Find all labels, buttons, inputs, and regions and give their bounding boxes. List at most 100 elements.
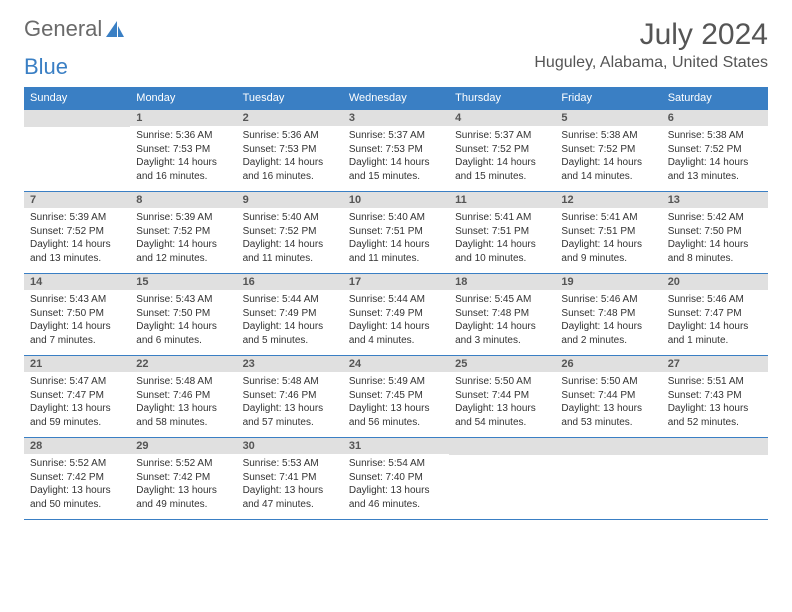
calendar-day-cell: 5Sunrise: 5:38 AMSunset: 7:52 PMDaylight… [555, 110, 661, 192]
daylight-line: Daylight: 14 hours and 15 minutes. [349, 156, 443, 183]
day-number: 27 [662, 356, 768, 372]
day-number: 16 [237, 274, 343, 290]
day-details: Sunrise: 5:40 AMSunset: 7:51 PMDaylight:… [343, 208, 449, 269]
sunrise-line: Sunrise: 5:44 AM [243, 293, 337, 307]
sunrise-line: Sunrise: 5:43 AM [136, 293, 230, 307]
day-details: Sunrise: 5:46 AMSunset: 7:47 PMDaylight:… [662, 290, 768, 351]
day-number: 13 [662, 192, 768, 208]
day-details: Sunrise: 5:37 AMSunset: 7:52 PMDaylight:… [449, 126, 555, 187]
day-number: 30 [237, 438, 343, 454]
sunset-line: Sunset: 7:51 PM [561, 225, 655, 239]
calendar-day-cell: 27Sunrise: 5:51 AMSunset: 7:43 PMDayligh… [662, 356, 768, 438]
calendar-day-cell: 18Sunrise: 5:45 AMSunset: 7:48 PMDayligh… [449, 274, 555, 356]
sunset-line: Sunset: 7:41 PM [243, 471, 337, 485]
weekday-header: Sunday [24, 87, 130, 110]
calendar-page: General July 2024 Huguley, Alabama, Unit… [0, 0, 792, 538]
daylight-line: Daylight: 14 hours and 4 minutes. [349, 320, 443, 347]
sunrise-line: Sunrise: 5:37 AM [349, 129, 443, 143]
day-details: Sunrise: 5:36 AMSunset: 7:53 PMDaylight:… [130, 126, 236, 187]
logo-sail-icon [105, 20, 125, 38]
sunset-line: Sunset: 7:50 PM [30, 307, 124, 321]
day-details: Sunrise: 5:47 AMSunset: 7:47 PMDaylight:… [24, 372, 130, 433]
calendar-day-cell: 26Sunrise: 5:50 AMSunset: 7:44 PMDayligh… [555, 356, 661, 438]
day-details: Sunrise: 5:36 AMSunset: 7:53 PMDaylight:… [237, 126, 343, 187]
daylight-line: Daylight: 14 hours and 7 minutes. [30, 320, 124, 347]
day-number [662, 438, 768, 455]
day-number [555, 438, 661, 455]
day-details [662, 455, 768, 462]
logo-word2: Blue [24, 54, 68, 79]
daylight-line: Daylight: 13 hours and 58 minutes. [136, 402, 230, 429]
sunrise-line: Sunrise: 5:48 AM [136, 375, 230, 389]
calendar-table: Sunday Monday Tuesday Wednesday Thursday… [24, 87, 768, 520]
daylight-line: Daylight: 14 hours and 8 minutes. [668, 238, 762, 265]
day-number: 9 [237, 192, 343, 208]
day-number: 21 [24, 356, 130, 372]
calendar-day-cell: 7Sunrise: 5:39 AMSunset: 7:52 PMDaylight… [24, 192, 130, 274]
day-details: Sunrise: 5:53 AMSunset: 7:41 PMDaylight:… [237, 454, 343, 515]
day-number: 24 [343, 356, 449, 372]
day-number: 22 [130, 356, 236, 372]
logo: General [24, 18, 125, 40]
day-number: 7 [24, 192, 130, 208]
weekday-header: Wednesday [343, 87, 449, 110]
sunrise-line: Sunrise: 5:52 AM [30, 457, 124, 471]
calendar-day-cell: 2Sunrise: 5:36 AMSunset: 7:53 PMDaylight… [237, 110, 343, 192]
calendar-day-cell [555, 438, 661, 520]
day-number: 12 [555, 192, 661, 208]
weekday-header: Saturday [662, 87, 768, 110]
calendar-day-cell [662, 438, 768, 520]
daylight-line: Daylight: 14 hours and 10 minutes. [455, 238, 549, 265]
sunset-line: Sunset: 7:53 PM [136, 143, 230, 157]
daylight-line: Daylight: 13 hours and 50 minutes. [30, 484, 124, 511]
calendar-day-cell: 15Sunrise: 5:43 AMSunset: 7:50 PMDayligh… [130, 274, 236, 356]
day-details: Sunrise: 5:40 AMSunset: 7:52 PMDaylight:… [237, 208, 343, 269]
sunset-line: Sunset: 7:45 PM [349, 389, 443, 403]
day-number: 10 [343, 192, 449, 208]
calendar-week-row: 14Sunrise: 5:43 AMSunset: 7:50 PMDayligh… [24, 274, 768, 356]
day-details: Sunrise: 5:48 AMSunset: 7:46 PMDaylight:… [237, 372, 343, 433]
sunrise-line: Sunrise: 5:45 AM [455, 293, 549, 307]
weekday-header: Monday [130, 87, 236, 110]
sunset-line: Sunset: 7:51 PM [349, 225, 443, 239]
calendar-day-cell: 25Sunrise: 5:50 AMSunset: 7:44 PMDayligh… [449, 356, 555, 438]
sunset-line: Sunset: 7:43 PM [668, 389, 762, 403]
day-details: Sunrise: 5:44 AMSunset: 7:49 PMDaylight:… [343, 290, 449, 351]
sunrise-line: Sunrise: 5:46 AM [668, 293, 762, 307]
sunrise-line: Sunrise: 5:41 AM [455, 211, 549, 225]
sunrise-line: Sunrise: 5:39 AM [30, 211, 124, 225]
day-number: 11 [449, 192, 555, 208]
day-details: Sunrise: 5:54 AMSunset: 7:40 PMDaylight:… [343, 454, 449, 515]
daylight-line: Daylight: 14 hours and 16 minutes. [136, 156, 230, 183]
day-details: Sunrise: 5:39 AMSunset: 7:52 PMDaylight:… [24, 208, 130, 269]
day-number [24, 110, 130, 127]
calendar-day-cell: 24 Sunrise: 5:49 AMSunset: 7:45 PMDayligh… [343, 356, 449, 438]
sunrise-line: Sunrise: 5:54 AM [349, 457, 443, 471]
sunrise-line: Sunrise: 5:44 AM [349, 293, 443, 307]
day-number: 15 [130, 274, 236, 290]
day-details: Sunrise: 5:48 AMSunset: 7:46 PMDaylight:… [130, 372, 236, 433]
sunset-line: Sunset: 7:50 PM [668, 225, 762, 239]
day-number: 28 [24, 438, 130, 454]
daylight-line: Daylight: 14 hours and 3 minutes. [455, 320, 549, 347]
daylight-line: Daylight: 13 hours and 56 minutes. [349, 402, 443, 429]
calendar-day-cell: 4Sunrise: 5:37 AMSunset: 7:52 PMDaylight… [449, 110, 555, 192]
sunset-line: Sunset: 7:50 PM [136, 307, 230, 321]
sunrise-line: Sunrise: 5:39 AM [136, 211, 230, 225]
sunrise-line: Sunrise: 5:49 AM [349, 375, 443, 389]
month-title: July 2024 [534, 18, 768, 52]
day-details: Sunrise: 5:45 AMSunset: 7:48 PMDaylight:… [449, 290, 555, 351]
sunrise-line: Sunrise: 5:36 AM [136, 129, 230, 143]
day-details: Sunrise: 5:51 AMSunset: 7:43 PMDaylight:… [662, 372, 768, 433]
daylight-line: Daylight: 14 hours and 2 minutes. [561, 320, 655, 347]
day-number: 29 [130, 438, 236, 454]
calendar-day-cell: 8Sunrise: 5:39 AMSunset: 7:52 PMDaylight… [130, 192, 236, 274]
sunrise-line: Sunrise: 5:50 AM [455, 375, 549, 389]
day-number: 1 [130, 110, 236, 126]
sunrise-line: Sunrise: 5:38 AM [561, 129, 655, 143]
calendar-day-cell [449, 438, 555, 520]
day-details: Sunrise: 5:46 AMSunset: 7:48 PMDaylight:… [555, 290, 661, 351]
day-number: 31 [343, 438, 449, 454]
day-details [24, 127, 130, 134]
sunrise-line: Sunrise: 5:47 AM [30, 375, 124, 389]
